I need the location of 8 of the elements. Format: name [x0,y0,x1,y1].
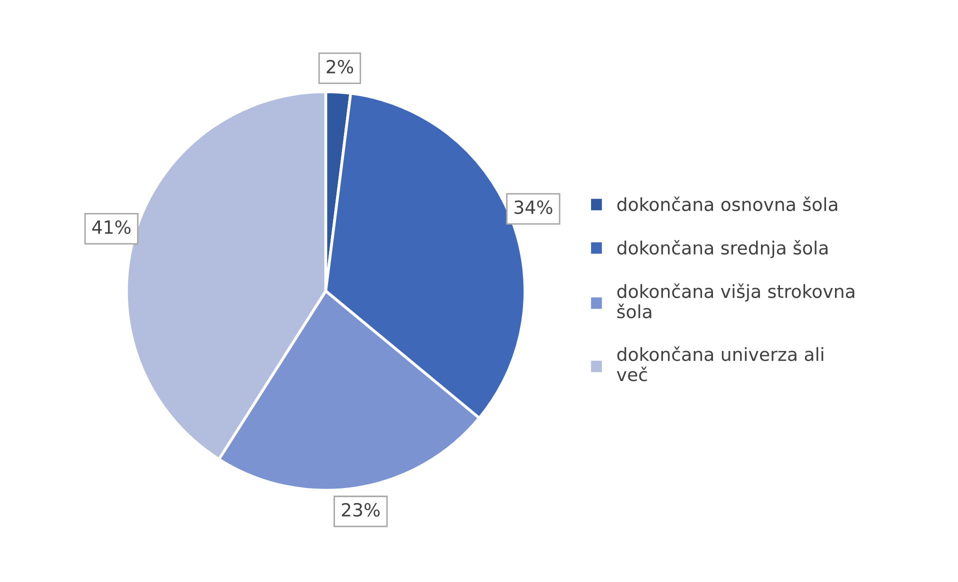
data-label: 23% [342,503,380,517]
legend-label: dokončana osnovna šola [617,196,838,212]
legend-label: dokončana višja strokovna šola [617,283,854,318]
data-label: 2% [326,60,354,74]
data-label: 34% [514,200,552,214]
legend-label: dokončana univerza ali več [616,346,824,382]
legend-label: dokončana srednja šola [617,240,828,258]
data-label: 41% [92,220,130,234]
